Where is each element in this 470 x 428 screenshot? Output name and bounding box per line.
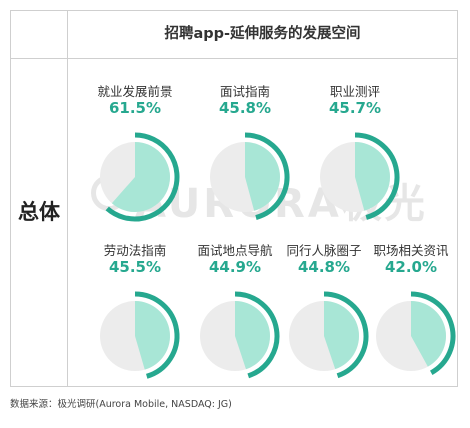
pie-chart <box>100 132 180 222</box>
data-label: 45.7% <box>328 99 382 117</box>
pie-outer-arc <box>244 132 290 220</box>
category-label: 面试指南 <box>219 84 270 99</box>
pie-outer-arc <box>105 132 180 222</box>
pie-cell: 职场相关资讯 42.0% <box>359 240 463 390</box>
category-label: 面试地点导航 <box>197 243 273 258</box>
pie-cell: 劳动法指南 45.5% <box>83 240 187 390</box>
pie-outer-arc <box>234 291 280 379</box>
pie-chart <box>320 132 400 220</box>
pie-chart <box>200 291 280 379</box>
data-label: 45.8% <box>218 99 272 117</box>
pie-cell: 面试地点导航 44.9% <box>183 240 287 390</box>
pie-chart <box>100 291 180 379</box>
pie-outer-arc <box>354 132 400 220</box>
chart-title: 招聘app-延伸服务的发展空间 <box>164 26 361 42</box>
pie-slice <box>111 142 171 212</box>
pie-chart <box>210 132 290 220</box>
title-row: 招聘app-延伸服务的发展空间 <box>11 11 457 59</box>
category-label: 劳动法指南 <box>103 243 167 258</box>
pie-cell: 职业测评 45.7% <box>303 81 407 231</box>
pie-slice <box>355 142 390 211</box>
category-label: 职业测评 <box>329 84 380 99</box>
data-label: 44.9% <box>208 258 262 276</box>
data-label: 44.8% <box>297 258 351 276</box>
pie-slice <box>235 301 271 370</box>
category-label: 职场相关资讯 <box>373 243 449 258</box>
data-label: 61.5% <box>108 99 162 117</box>
pie-outer-arc <box>134 291 180 379</box>
pie-cell: 就业发展前景 61.5% <box>83 81 187 231</box>
category-label: 同行人脉圈子 <box>286 243 362 258</box>
pie-chart <box>376 291 456 375</box>
pie-chart <box>289 291 369 379</box>
source-note: 数据来源：极光调研(Aurora Mobile, NASDAQ: JG) <box>10 399 232 410</box>
pie-slice <box>135 301 170 370</box>
row-label: 总体 <box>18 200 60 224</box>
row-label-cell: 总体 <box>11 59 68 386</box>
pie-slice <box>411 301 446 367</box>
pie-slice <box>324 301 360 370</box>
pie-cell: 同行人脉圈子 44.8% <box>272 240 376 390</box>
data-label: 42.0% <box>384 258 438 276</box>
pie-slice <box>245 142 281 211</box>
pie-cell: 面试指南 45.8% <box>193 81 297 231</box>
pie-outer-arc <box>323 291 369 379</box>
title-corner-cell <box>11 11 68 58</box>
pie-outer-arc <box>410 291 456 375</box>
data-label: 45.5% <box>108 258 162 276</box>
category-label: 就业发展前景 <box>97 84 173 99</box>
chart-frame: 招聘app-延伸服务的发展空间 总体 AURORA极光 就业发展前景 61.5% 面… <box>10 10 458 387</box>
